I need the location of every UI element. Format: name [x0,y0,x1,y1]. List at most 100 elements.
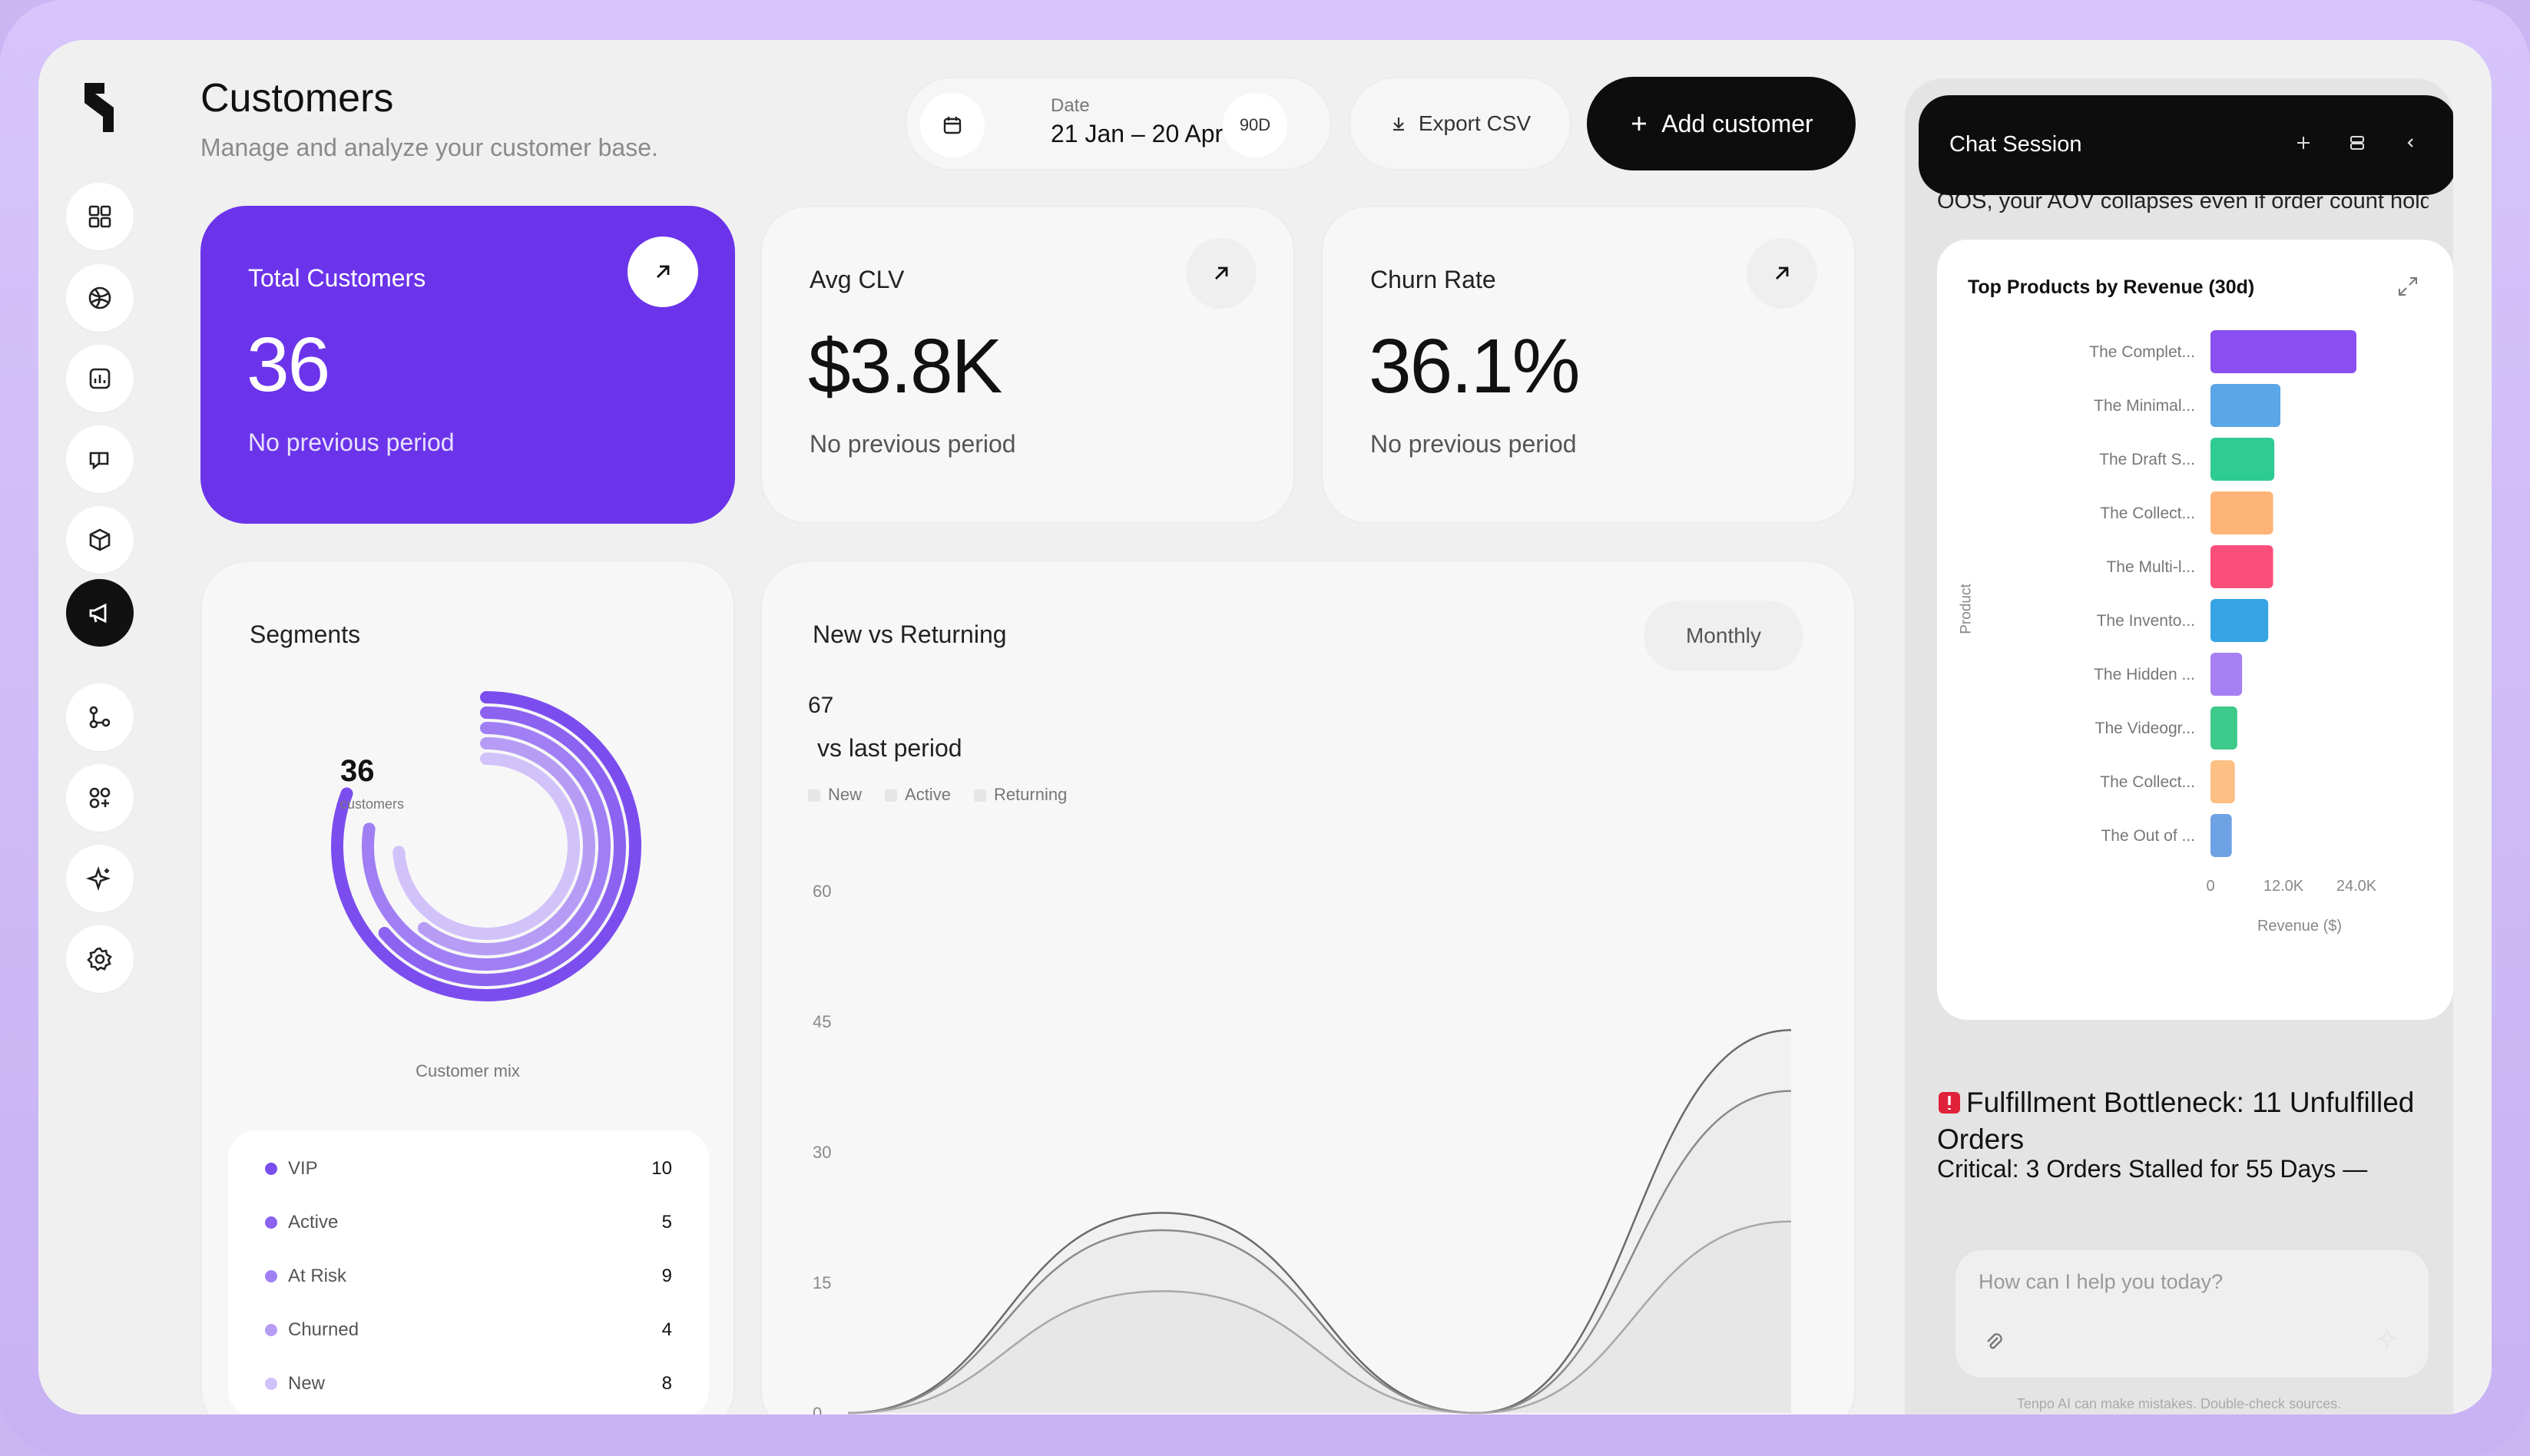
segment-row[interactable]: New 8 [265,1368,672,1399]
stat-value: 36 [247,322,330,408]
stat-card-avg-clv[interactable]: Avg CLV $3.8K No previous period [760,206,1295,524]
collapse-panel-button[interactable] [2399,127,2422,158]
product-bar[interactable] [2210,760,2235,803]
segments-card: Segments 36 customers Customer mix VIP 10… [200,561,735,1415]
trend-value: 67 [808,693,834,718]
chat-input[interactable]: How can I help you today? [1954,1249,2430,1379]
nav-products[interactable] [66,506,134,574]
product-bar[interactable] [2210,653,2243,696]
expand-icon[interactable] [2395,273,2421,299]
download-icon [1392,117,1404,131]
nav-reports[interactable] [66,345,134,412]
top-products-card: The Complet... The Minimal... The Draft S.… [1937,240,2453,1020]
stat-title: Total Customers [248,264,426,292]
line-new[interactable] [847,1029,1792,1415]
stat-card-total-customers[interactable]: Total Customers 36 No previous period [200,206,735,524]
product-label: The Multi-l... [2106,558,2195,576]
segment-row[interactable]: Churned 4 [265,1315,672,1345]
report-icon [89,368,111,389]
segment-row[interactable]: Active 5 [265,1207,672,1238]
range-badge[interactable]: 90D [1223,93,1287,157]
new-vs-returning-chart: 015304560JanFebMarApr [813,882,1792,1415]
product-bar[interactable] [2210,814,2232,857]
segment-dot [265,1163,277,1175]
product-label: The Minimal... [2094,397,2195,415]
stat-value: 36.1% [1369,323,1581,409]
nav-ai[interactable] [66,845,134,912]
segment-label: Churned [288,1319,359,1340]
stat-card-churn-rate[interactable]: Churn Rate 36.1% No previous period [1321,206,1856,524]
open-details-button[interactable] [1186,238,1257,309]
open-details-button[interactable] [1747,238,1817,309]
product-bar[interactable] [2210,545,2273,588]
history-button[interactable] [2346,127,2369,158]
nav-apps[interactable] [66,764,134,832]
segment-arc-new[interactable] [392,753,580,940]
product-bar[interactable] [2210,438,2275,481]
segment-label: VIP [288,1158,318,1179]
megaphone-icon [89,603,107,624]
segment-label: At Risk [288,1266,347,1286]
nav-messages[interactable] [66,425,134,493]
date-label: Date [1051,95,1090,116]
segment-row[interactable]: At Risk 9 [265,1261,672,1292]
export-csv-button[interactable]: Export CSV [1349,77,1571,170]
calendar-icon-button[interactable] [920,93,985,157]
legend-item-active[interactable]: Active [885,785,951,805]
trend-compare: vs last period [817,734,962,762]
nav-workflows[interactable] [66,683,134,751]
x-tick-label: 0 [2206,878,2214,895]
period-select-button[interactable]: Monthly [1644,601,1803,671]
add-customer-button[interactable]: Add customer [1587,77,1856,170]
plus-icon [1632,117,1647,131]
stat-value: $3.8K [808,323,1002,409]
product-label: The Out of ... [2101,827,2195,845]
product-bar[interactable] [2210,491,2273,534]
product-bar[interactable] [2210,384,2281,427]
alert-badge-icon [1939,1092,1960,1114]
send-icon[interactable] [2370,1321,2406,1356]
segment-arc-churned[interactable] [417,737,595,955]
segment-count: 4 [661,1319,672,1340]
segment-count: 9 [661,1266,672,1286]
new-chat-button[interactable] [2292,127,2315,158]
date-range-picker[interactable]: Date 21 Jan – 20 Apr 2026 90D [905,77,1332,170]
segment-arc-at-risk[interactable] [362,722,611,971]
arrow-up-right-icon [657,265,670,278]
segment-arc-active[interactable] [378,706,626,986]
logo-icon [84,83,114,132]
chat-input-placeholder: How can I help you today? [1979,1270,2224,1293]
line-active[interactable] [847,1090,1792,1415]
x-tick-label: 12.0K [2263,878,2304,895]
sparkle-icon [85,865,111,892]
legend-item-new[interactable]: New [808,785,862,805]
chat-title: Chat Session [1949,132,2082,157]
segments-radial-chart [331,691,641,1001]
arrow-up-right-icon [1776,266,1789,280]
segments-total-label: customers [340,796,405,812]
y-tick-label: 45 [813,1012,831,1031]
product-label: The Invento... [2097,612,2195,630]
product-bar[interactable] [2210,330,2356,373]
segment-row[interactable]: VIP 10 [265,1153,672,1184]
line-returning[interactable] [847,1220,1792,1415]
y-axis-label: Product [1958,584,1975,634]
nav-globe[interactable] [66,264,134,332]
trend-title: New vs Returning [813,620,1007,648]
nav-marketing[interactable] [66,579,134,647]
nav-settings[interactable] [66,925,134,993]
open-details-button[interactable] [628,237,698,307]
arrow-up-right-icon [1215,266,1228,280]
legend-item-returning[interactable]: Returning [973,785,1067,805]
segments-title: Segments [250,620,361,648]
x-axis-label: Revenue ($) [2257,918,2342,935]
product-bar[interactable] [2210,706,2237,750]
segments-legend: VIP 10 Active 5 At Risk 9 Churned 4 New 8 [228,1130,709,1415]
page-subtitle: Manage and analyze your customer base. [200,134,658,161]
attach-icon[interactable] [1982,1330,2006,1355]
stat-footnote: No previous period [1370,430,1577,458]
nav-dashboard[interactable] [66,183,134,250]
product-bar[interactable] [2210,599,2269,642]
segment-arc-vip[interactable] [331,691,641,1001]
product-label: The Collect... [2100,505,2195,522]
